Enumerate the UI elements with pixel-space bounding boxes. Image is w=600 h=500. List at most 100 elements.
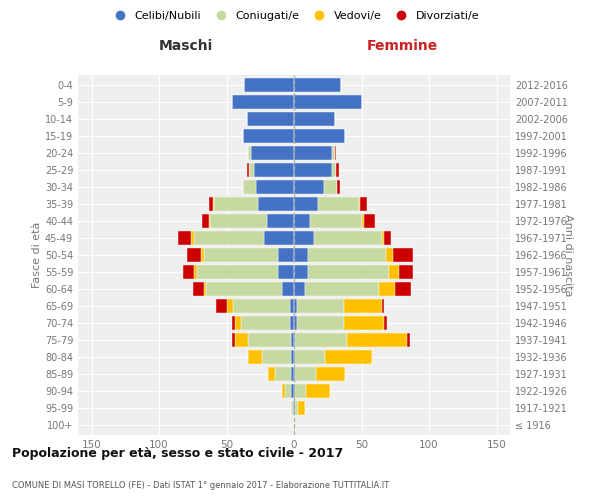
Bar	[242, 130, 294, 143]
Bar	[319, 198, 359, 211]
Bar	[293, 401, 294, 414]
Bar	[210, 214, 267, 228]
Bar	[251, 146, 294, 160]
Bar	[290, 299, 294, 312]
Bar	[233, 299, 290, 312]
Bar	[294, 282, 305, 296]
Bar	[248, 146, 251, 160]
Bar	[262, 350, 292, 364]
Bar	[294, 248, 308, 262]
Bar	[197, 265, 278, 279]
Bar	[407, 333, 410, 346]
Y-axis label: Fasce di età: Fasce di età	[32, 222, 42, 288]
Bar	[250, 164, 254, 177]
Bar	[294, 180, 324, 194]
Bar	[344, 316, 385, 330]
Bar	[193, 282, 203, 296]
Text: Popolazione per età, sesso e stato civile - 2017: Popolazione per età, sesso e stato civil…	[12, 448, 343, 460]
Bar	[400, 265, 413, 279]
Bar	[296, 316, 344, 330]
Bar	[385, 231, 391, 245]
Text: Maschi: Maschi	[159, 38, 213, 52]
Bar	[336, 164, 338, 177]
Bar	[278, 265, 294, 279]
Bar	[316, 367, 346, 380]
Bar	[294, 231, 314, 245]
Bar	[268, 367, 275, 380]
Bar	[308, 248, 386, 262]
Bar	[257, 198, 294, 211]
Bar	[325, 350, 372, 364]
Bar	[232, 316, 235, 330]
Bar	[183, 265, 194, 279]
Bar	[347, 333, 407, 346]
Bar	[213, 198, 214, 211]
Bar	[294, 316, 296, 330]
Bar	[314, 231, 382, 245]
Bar	[201, 248, 203, 262]
Bar	[242, 180, 256, 194]
Bar	[232, 333, 235, 346]
Bar	[294, 333, 295, 346]
Bar	[247, 112, 294, 126]
Bar	[364, 214, 375, 228]
Bar	[294, 198, 319, 211]
Bar	[305, 282, 379, 296]
Bar	[254, 164, 294, 177]
Bar	[203, 282, 206, 296]
Bar	[202, 214, 209, 228]
Bar	[382, 231, 385, 245]
Bar	[296, 299, 344, 312]
Bar	[389, 265, 400, 279]
Bar	[294, 418, 295, 432]
Bar	[324, 180, 337, 194]
Bar	[267, 214, 294, 228]
Bar	[292, 367, 294, 380]
Bar	[395, 282, 412, 296]
Bar	[256, 180, 294, 194]
Bar	[282, 384, 284, 398]
Bar	[187, 248, 201, 262]
Bar	[294, 78, 341, 92]
Bar	[235, 333, 248, 346]
Bar	[232, 96, 294, 109]
Bar	[248, 333, 292, 346]
Bar	[284, 384, 292, 398]
Bar	[194, 265, 197, 279]
Text: COMUNE DI MASI TORELLO (FE) - Dati ISTAT 1° gennaio 2017 - Elaborazione TUTTITAL: COMUNE DI MASI TORELLO (FE) - Dati ISTAT…	[12, 480, 389, 490]
Bar	[382, 299, 385, 312]
Bar	[206, 282, 282, 296]
Bar	[203, 248, 278, 262]
Bar	[278, 248, 294, 262]
Bar	[386, 248, 392, 262]
Bar	[294, 401, 295, 414]
Bar	[294, 130, 346, 143]
Bar	[294, 367, 295, 380]
Bar	[247, 164, 250, 177]
Bar	[295, 350, 325, 364]
Bar	[294, 96, 361, 109]
Legend: Celibi/Nubili, Coniugati/e, Vedovi/e, Divorziati/e: Celibi/Nubili, Coniugati/e, Vedovi/e, Di…	[106, 8, 482, 23]
Bar	[294, 350, 295, 364]
Bar	[295, 367, 316, 380]
Bar	[294, 146, 332, 160]
Bar	[385, 316, 387, 330]
Bar	[294, 265, 308, 279]
Bar	[295, 384, 306, 398]
Bar	[337, 180, 340, 194]
Bar	[344, 299, 382, 312]
Bar	[308, 265, 389, 279]
Bar	[235, 316, 241, 330]
Bar	[265, 231, 294, 245]
Bar	[294, 112, 335, 126]
Bar	[361, 214, 364, 228]
Bar	[292, 333, 294, 346]
Bar	[214, 198, 257, 211]
Bar	[379, 282, 395, 296]
Bar	[209, 214, 210, 228]
Bar	[178, 231, 191, 245]
Bar	[335, 146, 336, 160]
Bar	[295, 333, 347, 346]
Bar	[241, 316, 290, 330]
Bar	[360, 198, 367, 211]
